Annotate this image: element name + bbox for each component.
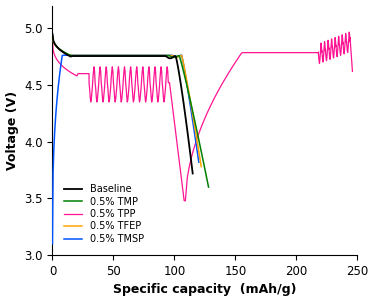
Baseline — [147, 54, 152, 58]
Baseline — [50, 32, 55, 36]
0.5% TFEP — [174, 55, 178, 59]
Baseline — [56, 47, 61, 50]
0.5% TPP — [101, 100, 105, 104]
0.5% TFEP — [58, 48, 62, 52]
0.5% TMP — [121, 54, 125, 57]
Line: Baseline: Baseline — [52, 34, 193, 173]
0.5% TFEP — [50, 34, 55, 38]
0.5% TPP — [182, 199, 186, 203]
0.5% TPP — [346, 47, 350, 51]
0.5% TMSP — [61, 53, 66, 57]
Line: 0.5% TMP: 0.5% TMP — [52, 35, 209, 187]
0.5% TMSP — [109, 53, 114, 57]
0.5% TMSP — [50, 242, 55, 246]
0.5% TMSP — [58, 72, 62, 76]
X-axis label: Specific capacity  (mAh/g): Specific capacity (mAh/g) — [113, 284, 297, 297]
Baseline — [134, 54, 138, 58]
Baseline — [58, 48, 62, 52]
0.5% TPP — [347, 30, 352, 34]
Baseline — [119, 54, 123, 58]
Baseline — [190, 172, 195, 175]
0.5% TPP — [94, 87, 98, 90]
0.5% TFEP — [122, 54, 127, 57]
0.5% TMSP — [74, 53, 79, 57]
Line: 0.5% TPP: 0.5% TPP — [52, 32, 352, 201]
0.5% TFEP — [56, 47, 61, 50]
0.5% TMSP — [59, 59, 64, 63]
0.5% TMP — [50, 33, 55, 37]
Line: 0.5% TMSP: 0.5% TMSP — [52, 55, 199, 244]
0.5% TMP — [176, 54, 180, 57]
Y-axis label: Voltage (V): Voltage (V) — [6, 91, 19, 170]
0.5% TFEP — [199, 165, 203, 169]
0.5% TFEP — [152, 54, 157, 57]
0.5% TMSP — [186, 92, 191, 96]
Line: 0.5% TFEP: 0.5% TFEP — [52, 36, 201, 167]
0.5% TPP — [306, 51, 310, 54]
0.5% TPP — [166, 81, 171, 85]
0.5% TMP — [187, 93, 191, 97]
0.5% TMP — [168, 54, 173, 58]
0.5% TMP — [68, 54, 73, 57]
Baseline — [168, 56, 172, 60]
0.5% TMP — [206, 185, 211, 189]
0.5% TPP — [50, 38, 55, 41]
0.5% TMSP — [197, 160, 201, 164]
0.5% TPP — [350, 69, 355, 73]
0.5% TMSP — [134, 53, 138, 57]
Legend: Baseline, 0.5% TMP, 0.5% TPP, 0.5% TFEP, 0.5% TMSP: Baseline, 0.5% TMP, 0.5% TPP, 0.5% TFEP,… — [60, 180, 148, 248]
0.5% TMP — [74, 54, 78, 57]
0.5% TPP — [134, 76, 138, 80]
0.5% TFEP — [138, 54, 143, 57]
